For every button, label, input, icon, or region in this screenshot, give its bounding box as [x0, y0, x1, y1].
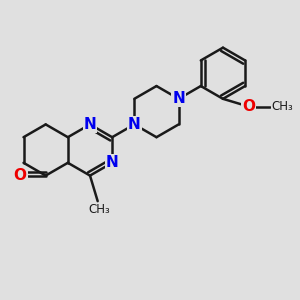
- Text: O: O: [242, 99, 255, 114]
- Text: N: N: [84, 117, 96, 132]
- Text: N: N: [106, 155, 118, 170]
- Text: O: O: [14, 168, 27, 183]
- Text: N: N: [128, 117, 141, 132]
- Text: CH₃: CH₃: [88, 203, 110, 217]
- Text: CH₃: CH₃: [272, 100, 293, 113]
- Text: N: N: [172, 91, 185, 106]
